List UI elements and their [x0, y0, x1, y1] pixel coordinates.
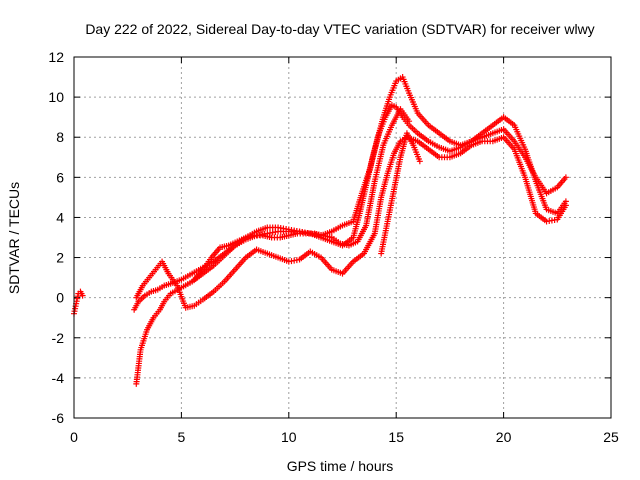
x-tick-label: 0: [70, 429, 78, 445]
data-point: [79, 292, 86, 299]
y-tick-label: 6: [56, 169, 64, 185]
y-tick-label: -6: [52, 410, 65, 426]
y-tick-label: 10: [48, 89, 64, 105]
y-tick-label: 8: [56, 129, 64, 145]
axis-ticks: 0 5 10 15 20 25 -6 -4 -2 0 2 4 6 8 10 12: [48, 49, 619, 445]
x-tick-label: 20: [496, 429, 512, 445]
series-trace-e: [191, 106, 413, 283]
x-tick-label: 15: [388, 429, 404, 445]
data-point: [562, 174, 569, 181]
data-point: [406, 118, 413, 125]
y-tick-label: -2: [52, 330, 65, 346]
plot-frame: [73, 56, 612, 419]
series-trace-c: [133, 74, 569, 387]
y-tick-label: 0: [56, 290, 64, 306]
x-tick-label: 25: [603, 429, 619, 445]
y-axis-label: SDTVAR / TECUs: [6, 182, 22, 294]
x-axis-label: GPS time / hours: [287, 458, 394, 474]
y-tick-label: 4: [56, 209, 64, 225]
y-tick-label: -4: [52, 370, 65, 386]
data-series: [71, 74, 569, 387]
x-tick-label: 5: [178, 429, 186, 445]
y-tick-label: 12: [48, 49, 64, 65]
y-tick-label: 2: [56, 250, 64, 266]
series-trace-f: [378, 130, 423, 257]
data-point: [416, 158, 423, 165]
x-tick-label: 10: [281, 429, 297, 445]
grid: [74, 57, 611, 418]
chart-title: Day 222 of 2022, Sidereal Day-to-day VTE…: [85, 21, 594, 37]
series-trace-a: [71, 288, 86, 317]
data-point: [562, 202, 569, 209]
